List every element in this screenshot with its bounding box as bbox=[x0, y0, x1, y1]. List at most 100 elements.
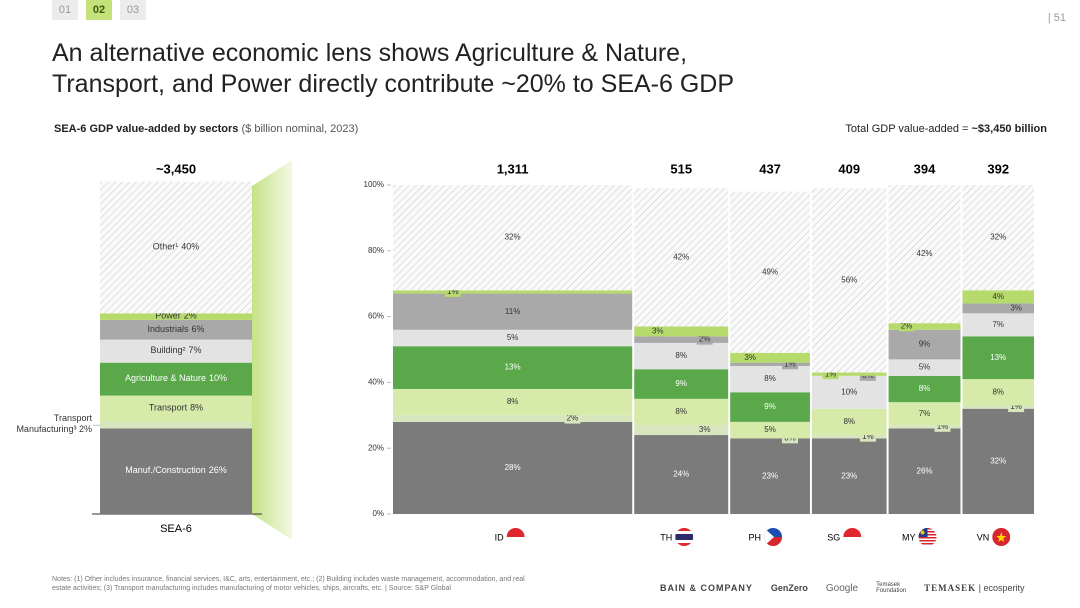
segment-label: 26% bbox=[917, 466, 933, 475]
segment-label: 1% bbox=[1010, 402, 1022, 411]
width-label: 515 bbox=[670, 161, 692, 176]
segment-label: 7% bbox=[992, 320, 1004, 329]
segment-value: 8% bbox=[190, 403, 203, 413]
flag bbox=[918, 543, 937, 545]
segment-value: 26% bbox=[209, 466, 227, 476]
segment-label: Building² 7% bbox=[150, 346, 201, 356]
segment-label: 3% bbox=[652, 327, 664, 336]
segment-value: 7% bbox=[189, 346, 202, 356]
segment-label: 23% bbox=[841, 471, 857, 480]
logo: ecosperity bbox=[983, 583, 1025, 593]
y-tick-label: 0% bbox=[372, 509, 384, 518]
segment-label: 13% bbox=[505, 363, 521, 372]
label-box bbox=[782, 359, 799, 370]
segment-label: 56% bbox=[841, 276, 857, 285]
segment-label: 8% bbox=[507, 397, 519, 406]
mekko-segment bbox=[730, 438, 810, 514]
mekko-segment bbox=[730, 362, 810, 366]
segment-label: 1% bbox=[825, 369, 837, 378]
y-tick-label: 40% bbox=[368, 378, 384, 387]
mekko-segment bbox=[730, 392, 810, 422]
notes: Notes: (1) Other includes insurance, fin… bbox=[52, 575, 525, 593]
segment-name: Manuf./Construction bbox=[125, 466, 206, 476]
flag bbox=[918, 537, 937, 539]
bar-segment bbox=[100, 421, 252, 429]
bar-segment bbox=[100, 313, 252, 320]
flag bbox=[675, 528, 694, 531]
flag bbox=[675, 540, 694, 543]
segment-label: 1% bbox=[447, 287, 459, 296]
flag bbox=[764, 528, 783, 546]
y-tick-label: 80% bbox=[368, 246, 384, 255]
mekko-segment bbox=[393, 290, 633, 294]
segment-label: 49% bbox=[762, 267, 778, 276]
mekko-segment bbox=[811, 372, 887, 376]
mekko-segment bbox=[811, 375, 887, 409]
mekko-segment bbox=[730, 365, 810, 393]
segment-label: 3% bbox=[699, 425, 711, 434]
logo: TEMASEK bbox=[924, 583, 977, 593]
mekko-segment bbox=[962, 408, 1034, 514]
y-tick-label: 20% bbox=[368, 443, 384, 452]
mekko-segment bbox=[962, 336, 1034, 380]
tab[interactable]: 03 bbox=[120, 0, 146, 20]
mekko-segment bbox=[730, 191, 810, 353]
tab-active[interactable]: 02 bbox=[86, 0, 112, 20]
mekko-segment bbox=[634, 435, 729, 514]
flag bbox=[506, 537, 525, 546]
mekko-segment bbox=[962, 405, 1034, 409]
logo: BAIN & COMPANY bbox=[660, 583, 753, 593]
segment-label: 28% bbox=[505, 463, 521, 472]
segment-name: Agriculture & Nature bbox=[125, 373, 206, 383]
segment-label: 4% bbox=[992, 292, 1004, 301]
title: An alternative economic lens shows Agric… bbox=[52, 38, 734, 100]
mekko-segment bbox=[634, 326, 729, 337]
label-box bbox=[444, 286, 461, 297]
mekko-segment bbox=[888, 185, 961, 324]
title-line: An alternative economic lens shows Agric… bbox=[52, 39, 688, 67]
segment-label: 42% bbox=[673, 252, 689, 261]
segment-label: 24% bbox=[673, 470, 689, 479]
total: Total GDP value-added = ~$3,450 billion bbox=[845, 123, 1047, 135]
total-text: Total GDP value-added = bbox=[845, 123, 969, 135]
segment-name: Industrials bbox=[147, 324, 189, 334]
flag bbox=[506, 528, 525, 546]
mekko-segment bbox=[393, 346, 633, 389]
label-box bbox=[859, 431, 876, 442]
mekko-segment bbox=[634, 369, 729, 399]
mekko-segment bbox=[888, 359, 961, 376]
segment-label: 42% bbox=[917, 249, 933, 258]
segment-label: 32% bbox=[990, 456, 1006, 465]
mekko-segment bbox=[962, 290, 1034, 304]
segment-label: Manuf./Construction 26% bbox=[125, 466, 227, 476]
flag bbox=[992, 528, 1011, 546]
segment-name: Other¹ bbox=[153, 242, 179, 252]
flag bbox=[506, 528, 525, 537]
mekko-segment bbox=[888, 428, 961, 514]
segment-name: Transport bbox=[149, 403, 188, 413]
subtitle: SEA-6 GDP value-added by sectors ($ bill… bbox=[54, 123, 358, 135]
segment-label: 2% bbox=[567, 414, 579, 423]
segment-label: 32% bbox=[990, 233, 1006, 242]
mekko-segment bbox=[393, 329, 633, 347]
flag bbox=[675, 531, 694, 534]
page-number: 51 bbox=[1053, 12, 1066, 24]
mekko-segment bbox=[962, 185, 1034, 291]
tab[interactable]: 01 bbox=[52, 0, 78, 20]
mekko-segment bbox=[811, 408, 887, 436]
subtitle-rest: ($ billion nominal, 2023) bbox=[241, 123, 359, 135]
segment-label: 5% bbox=[919, 363, 931, 372]
funnel bbox=[252, 160, 292, 540]
bar-total: ~3,450 bbox=[156, 161, 196, 176]
width-label: 437 bbox=[759, 161, 781, 176]
x-tick-label: SG bbox=[827, 532, 840, 542]
mekko-segment bbox=[888, 425, 961, 429]
mekko-segment bbox=[730, 352, 810, 363]
segment-label: 8% bbox=[919, 384, 931, 393]
segment-label: 2% bbox=[901, 322, 913, 331]
label-box bbox=[564, 413, 581, 424]
mekko-segment bbox=[962, 313, 1034, 337]
segment-label: 10% bbox=[841, 387, 857, 396]
